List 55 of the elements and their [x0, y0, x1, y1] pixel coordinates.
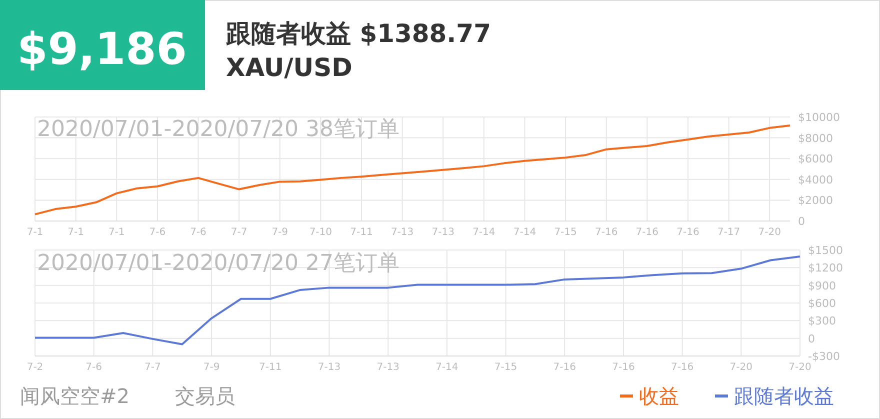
y-tick-label: $300	[808, 314, 836, 328]
y-tick-label: $6000	[798, 152, 833, 166]
x-tick-label: 7-13	[432, 227, 454, 238]
text: 交易员	[175, 384, 235, 408]
legend-label: 跟随者收益	[734, 384, 834, 408]
y-tick-label: $8000	[798, 132, 833, 145]
x-tick-label: 7-16	[612, 362, 635, 373]
legend-label: 收益	[639, 384, 679, 408]
x-tick-label: 7-11	[350, 227, 373, 238]
y-tick-label: $1200	[808, 262, 843, 275]
text: XAU/USD	[226, 53, 352, 82]
x-tick-label: 7-13	[390, 227, 414, 238]
x-tick-label: 7-11	[259, 362, 282, 373]
y-tick-label: $10000	[798, 111, 840, 124]
y-tick-label: $2000	[798, 194, 833, 208]
x-tick-label: 7-16	[676, 227, 700, 238]
x-tick-label: 7-13	[376, 362, 400, 373]
y-tick-label: 0	[798, 215, 805, 228]
x-tick-label: 7-6	[149, 227, 166, 238]
x-tick-label: 7-10	[309, 227, 332, 238]
text: 跟随者收益 $1388.77	[225, 19, 491, 48]
x-tick-label: 7-16	[670, 362, 694, 373]
x-tick-label: 7-20	[758, 227, 781, 238]
x-tick-label: 7-2	[26, 362, 44, 373]
x-tick-label: 7-6	[86, 362, 102, 373]
x-tick-label: 7-15	[494, 362, 518, 373]
chart-title: 2020/07/01-2020/07/20 27笔订单	[37, 251, 400, 276]
x-tick-label: 7-14	[436, 362, 458, 373]
x-tick-label: 7-7	[144, 362, 161, 373]
x-tick-label: 7-14	[513, 227, 536, 238]
y-tick-label: $900	[808, 279, 836, 292]
x-tick-label: 7-1	[26, 227, 44, 238]
x-tick-label: 7-16	[595, 227, 618, 238]
x-tick-label: 7-9	[272, 227, 288, 238]
chart-title: 2020/07/01-2020/07/20 38笔订单	[37, 117, 400, 142]
x-tick-label: 7-16	[553, 362, 576, 373]
x-tick-label: 7-17	[717, 227, 740, 238]
text: 闻风空空#2	[20, 384, 130, 408]
y-tick-label: $600	[808, 297, 836, 310]
x-tick-label: 7-7	[230, 227, 248, 238]
x-tick-label: 7-1	[108, 227, 125, 238]
x-tick-label: 7-15	[554, 227, 577, 238]
x-tick-label: 7-20	[730, 362, 753, 373]
y-tick-label: 0	[808, 332, 815, 346]
x-tick-label: 7-13	[318, 362, 341, 373]
x-tick-label: 7-6	[190, 227, 206, 238]
x-tick-label: 7-14	[472, 227, 496, 238]
y-tick-label: -$300	[808, 350, 840, 363]
text: $9,186	[17, 24, 187, 75]
y-tick-label: $4000	[798, 173, 833, 186]
y-tick-label: $1500	[808, 244, 843, 257]
x-tick-label: 7-20	[788, 362, 812, 373]
x-tick-label: 7-1	[68, 227, 84, 238]
x-tick-label: 7-9	[203, 362, 220, 373]
x-tick-label: 7-16	[636, 227, 659, 238]
